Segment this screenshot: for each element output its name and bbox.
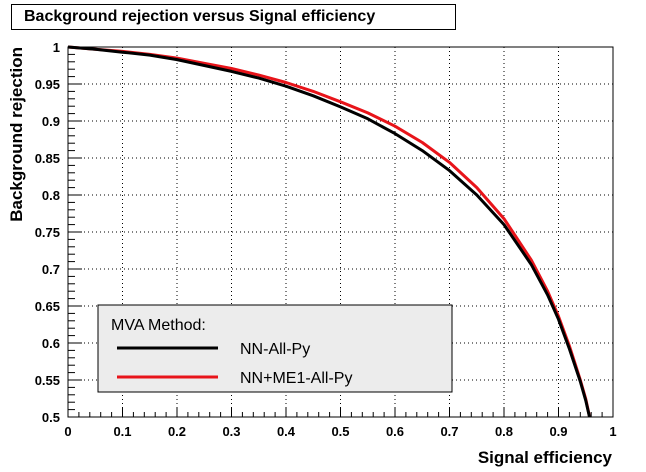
y-tick-labels: 0.5 0.55 0.6 0.65 0.7 0.75 0.8 0.85 0.9 0.95 1: [35, 40, 60, 425]
y-tick-label: 1: [53, 40, 60, 55]
x-tick-label: 0.3: [222, 424, 240, 439]
chart-title: Background rejection versus Signal effic…: [11, 4, 456, 30]
legend-title: MVA Method:: [111, 317, 206, 334]
legend: MVA Method: NN-All-Py NN+ME1-All-Py: [97, 304, 453, 393]
data-series: [68, 45, 592, 417]
x-tick-label: 0.9: [549, 424, 567, 439]
x-tick-label: 0.6: [386, 424, 404, 439]
y-tick-label: 0.75: [35, 225, 60, 240]
y-tick-label: 0.85: [35, 151, 60, 166]
legend-label-nn-me1-all-py: NN+ME1-All-Py: [240, 370, 352, 387]
x-tick-label: 0.7: [440, 424, 458, 439]
y-tick-label: 0.6: [42, 336, 60, 351]
x-tick-label: 0.5: [331, 424, 349, 439]
y-tick-label: 0.9: [42, 114, 60, 129]
y-tick-label: 0.65: [35, 299, 60, 314]
x-tick-label: 0.1: [113, 424, 131, 439]
y-tick-label: 0.8: [42, 188, 60, 203]
y-tick-label: 0.7: [42, 262, 60, 277]
x-tick-label: 0: [64, 424, 71, 439]
y-tick-label: 0.95: [35, 77, 60, 92]
legend-label-nn-all-py: NN-All-Py: [240, 341, 310, 358]
y-tick-label: 0.5: [42, 410, 60, 425]
x-axis-title: Signal efficiency: [478, 448, 613, 467]
y-tick-label: 0.55: [35, 373, 60, 388]
axis-ticks: [67, 46, 614, 418]
x-tick-label: 0.4: [277, 424, 296, 439]
x-tick-label: 1: [609, 424, 616, 439]
x-tick-label: 0.2: [168, 424, 186, 439]
y-axis-title: Background rejection: [7, 47, 26, 222]
x-tick-label: 0.8: [495, 424, 513, 439]
x-tick-labels: 0 0.1 0.2 0.3 0.4 0.5 0.6 0.7 0.8 0.9 1: [64, 424, 616, 439]
series-line-0: [68, 45, 592, 417]
